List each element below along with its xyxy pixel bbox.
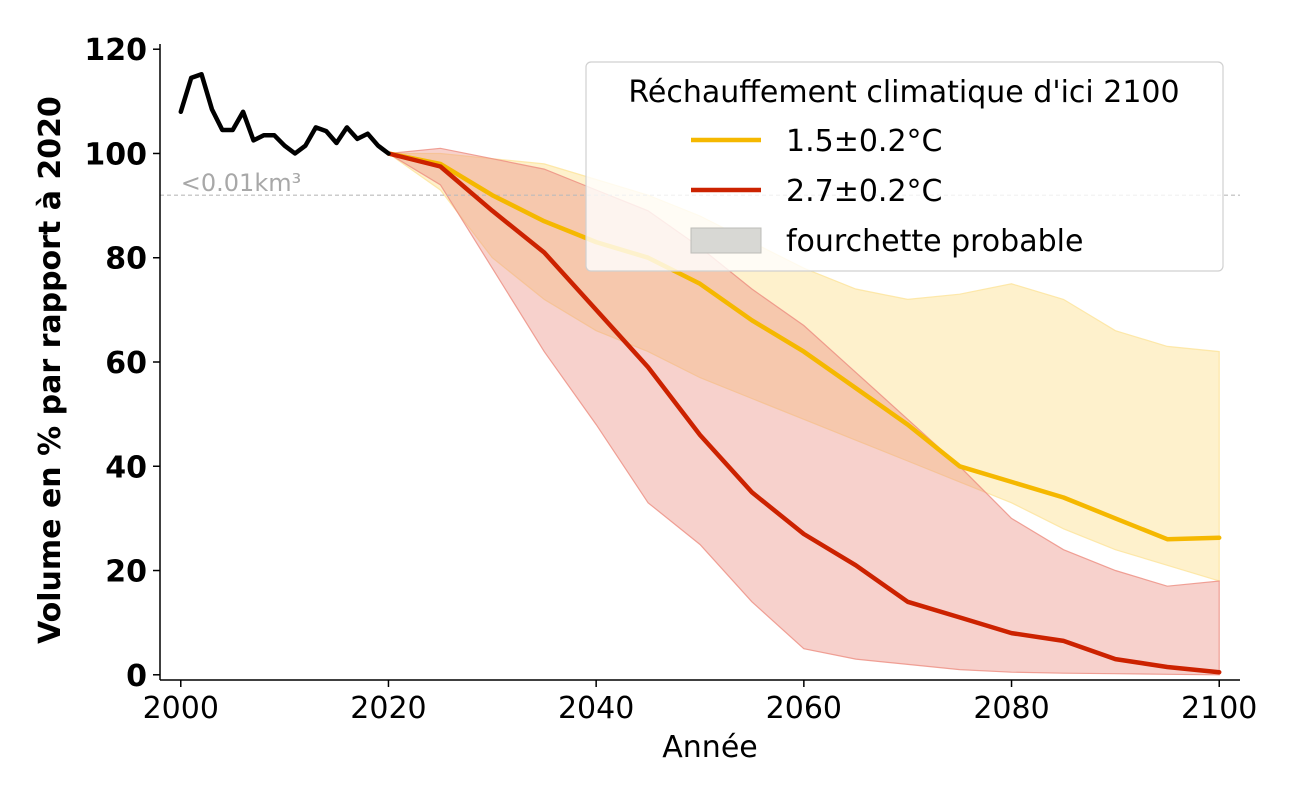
historical-line xyxy=(178,71,391,156)
y-tick-label: 60 xyxy=(105,346,147,381)
x-axis-label: Année xyxy=(662,730,757,765)
legend-label: fourchette probable xyxy=(786,224,1083,259)
x-tick-label: 2100 xyxy=(1181,691,1257,726)
legend-swatch-patch xyxy=(690,227,762,254)
x-tick-label: 2080 xyxy=(973,691,1049,726)
legend: Réchauffement climatique d'ici 2100 1.5±0… xyxy=(585,61,1224,272)
y-tick-label: 120 xyxy=(84,33,147,68)
legend-label: 1.5±0.2°C xyxy=(786,124,943,159)
series-lines xyxy=(178,71,1222,675)
reference-label: <0.01km³ xyxy=(181,169,301,197)
y-tick-label: 80 xyxy=(105,242,147,277)
legend-label: 2.7±0.2°C xyxy=(786,174,943,209)
axes: 2000 2020 2040 2060 2080 2100020406080100120A… xyxy=(33,33,1257,765)
y-tick-label: 0 xyxy=(126,659,147,694)
x-tick-label: 2000 xyxy=(143,691,219,726)
y-tick-label: 100 xyxy=(84,137,147,172)
legend-title: Réchauffement climatique d'ici 2100 xyxy=(628,75,1179,110)
series-line-yellow xyxy=(386,151,1222,542)
series-line-red xyxy=(386,151,1222,675)
y-tick-label: 40 xyxy=(105,450,147,485)
y-axis-label: Volume en % par rapport à 2020 xyxy=(33,96,68,644)
y-tick-label: 20 xyxy=(105,555,147,590)
x-tick-label: 2060 xyxy=(766,691,842,726)
legend-box xyxy=(585,61,1224,272)
x-tick-label: 2020 xyxy=(350,691,426,726)
x-tick-label: 2040 xyxy=(558,691,634,726)
